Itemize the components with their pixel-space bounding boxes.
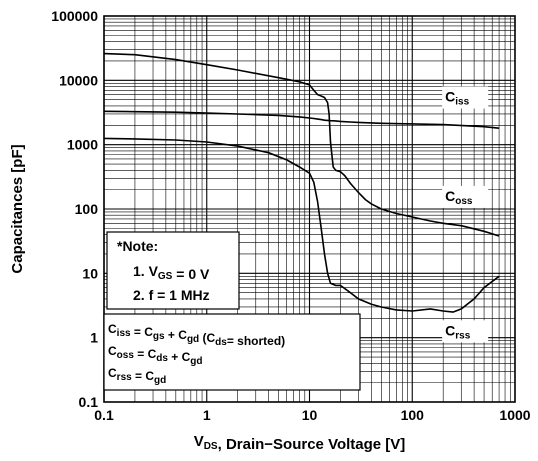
series-line-oss [103, 52, 500, 237]
y-axis-label: Capacitances [pF] [9, 144, 26, 273]
series-lines [103, 52, 500, 313]
plot-frame [103, 15, 516, 403]
series-labels: Ciss Coss Crss [442, 86, 489, 343]
formula-line: Crss = Cgd [108, 366, 166, 386]
formula-box-frame [103, 313, 361, 391]
series-label-rss: Crss [445, 322, 471, 341]
series-label-bg [442, 86, 489, 109]
grid [103, 16, 515, 403]
formula-box: Ciss = Cgs + Cgd (Cds= shorted)Coss = Cd… [103, 313, 361, 391]
y-tick-label: 10 [82, 265, 98, 281]
y-tick-label: 0.1 [79, 394, 99, 410]
formula-line: Coss = Cds + Cgd [108, 344, 202, 367]
tick-labels: 0.1 1 10 100 1000 0.1 1 10 100 1000 10000 100000 [51, 8, 530, 423]
y-tick-label: 1 [90, 330, 98, 346]
note-box-frame [106, 231, 240, 310]
series-label-oss: Coss [445, 188, 473, 207]
series-label-iss: Ciss [445, 89, 469, 108]
note-item: 2. f = 1 MHz [133, 287, 210, 303]
y-tick-label: 100 [75, 201, 99, 217]
x-tick-label: 1000 [499, 407, 530, 423]
note-item: 1. VGS = 0 V [133, 263, 210, 282]
series-line-iss [103, 110, 500, 129]
x-axis-label: VDS, Drain−Source Voltage [V] [194, 433, 406, 453]
x-tick-label: 0.1 [94, 407, 114, 423]
series-label-bg [442, 320, 489, 343]
series-label-bg [442, 185, 489, 208]
note-title: *Note: [117, 238, 158, 254]
x-tick-label: 100 [401, 407, 425, 423]
y-tick-label: 100000 [51, 8, 98, 24]
note-box: *Note: 1. VGS = 0 V 2. f = 1 MHz [106, 231, 240, 310]
series-line-rss [103, 137, 500, 313]
y-tick-label: 1000 [67, 137, 98, 153]
y-tick-label: 10000 [59, 72, 98, 88]
x-tick-label: 10 [302, 407, 318, 423]
formula-line: Ciss = Cgs + Cgd (Cds= shorted) [108, 322, 285, 348]
x-tick-label: 1 [203, 407, 211, 423]
